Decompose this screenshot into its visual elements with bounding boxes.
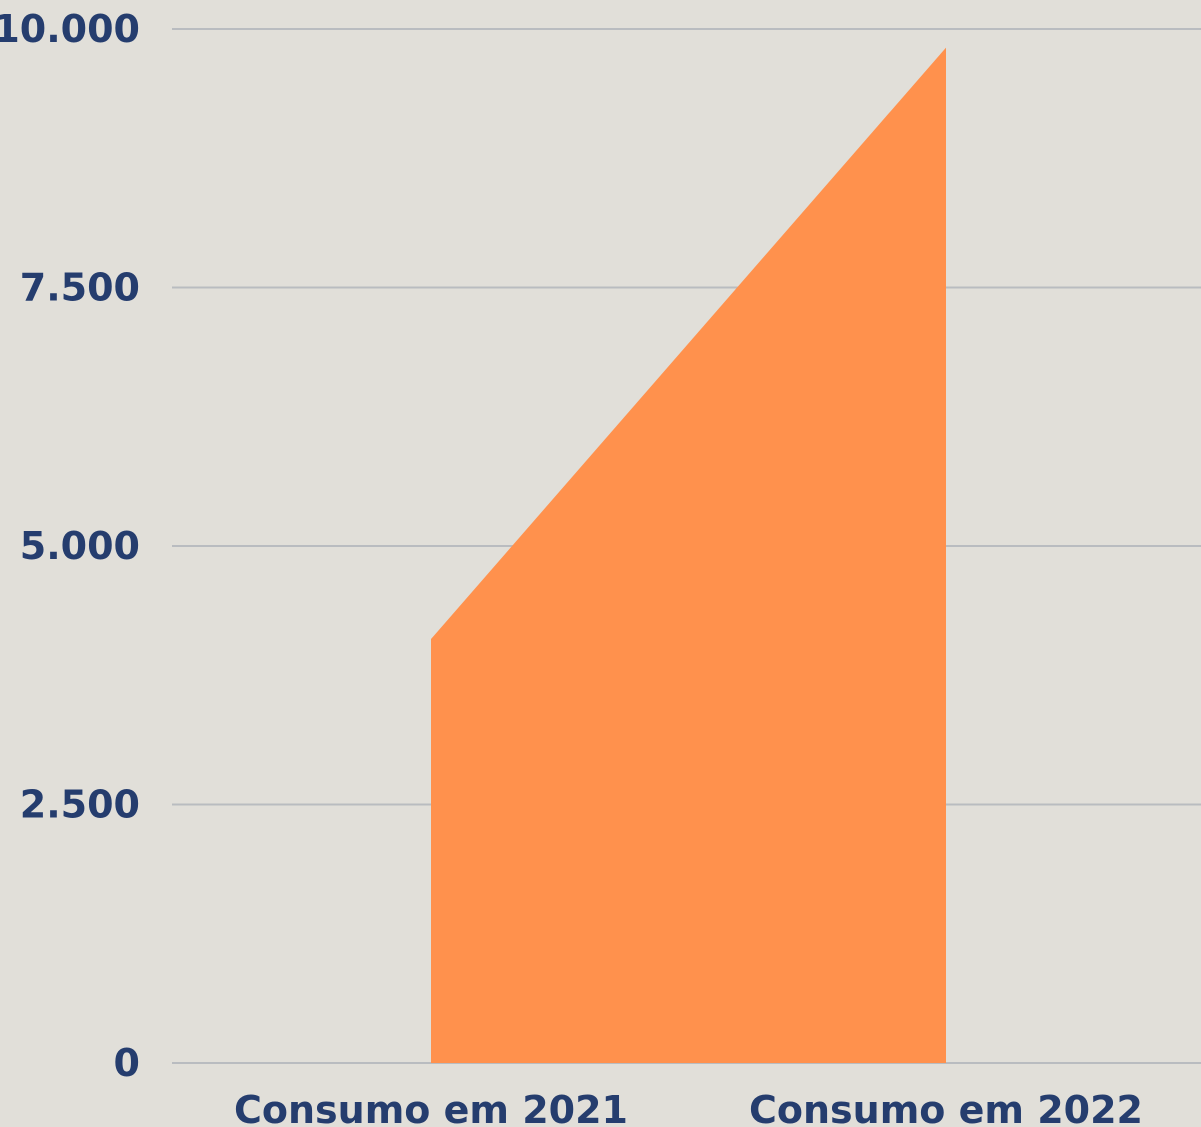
y-tick-label: 5.000 xyxy=(20,524,140,568)
area-fill xyxy=(431,47,946,1063)
area-series xyxy=(430,47,947,1063)
x-category-label: Consumo em 2021 xyxy=(234,1088,628,1127)
y-tick-label: 10.000 xyxy=(0,7,140,51)
x-category-label: Consumo em 2022 xyxy=(749,1088,1143,1127)
y-tick-label: 0 xyxy=(114,1041,140,1085)
y-axis-ticks: 0 2.500 5.000 7.500 10.000 xyxy=(0,7,140,1085)
x-axis-categories: Consumo em 2021 Consumo em 2022 xyxy=(234,1088,1143,1127)
y-tick-label: 2.500 xyxy=(20,783,140,827)
y-tick-label: 7.500 xyxy=(20,266,140,310)
